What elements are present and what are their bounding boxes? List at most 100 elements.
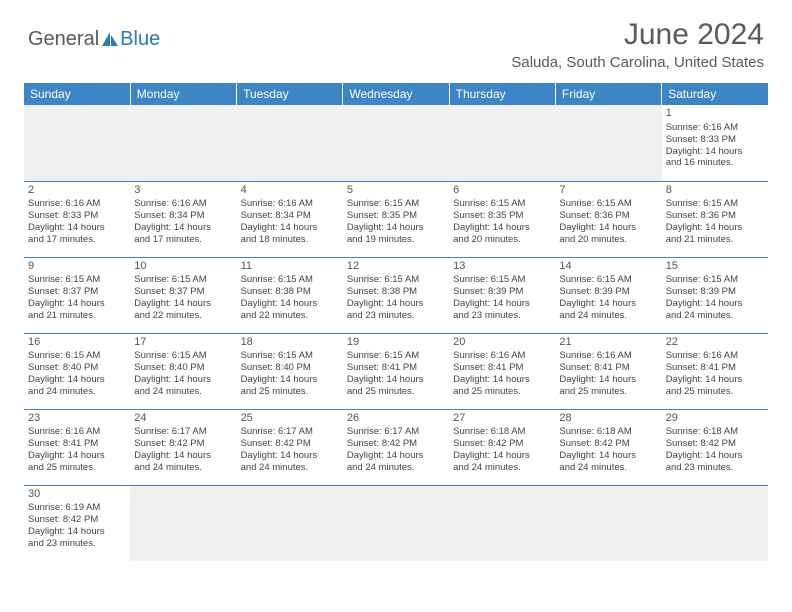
day-number: 12	[347, 260, 445, 274]
calendar-cell	[130, 485, 236, 561]
calendar-cell	[130, 105, 236, 181]
daylight-text-2: and 24 minutes.	[559, 310, 657, 322]
sunset-text: Sunset: 8:42 PM	[241, 438, 339, 450]
daylight-text-2: and 16 minutes.	[666, 157, 764, 169]
sunset-text: Sunset: 8:37 PM	[134, 286, 232, 298]
daylight-text-1: Daylight: 14 hours	[28, 222, 126, 234]
daylight-text-2: and 17 minutes.	[28, 234, 126, 246]
daylight-text-2: and 20 minutes.	[453, 234, 551, 246]
calendar-cell	[555, 105, 661, 181]
sunset-text: Sunset: 8:34 PM	[134, 210, 232, 222]
daylight-text-1: Daylight: 14 hours	[347, 222, 445, 234]
sunrise-text: Sunrise: 6:15 AM	[134, 350, 232, 362]
sunset-text: Sunset: 8:41 PM	[28, 438, 126, 450]
sunrise-text: Sunrise: 6:15 AM	[559, 198, 657, 210]
day-number: 11	[241, 260, 339, 274]
daylight-text-1: Daylight: 14 hours	[28, 298, 126, 310]
calendar-cell: 12Sunrise: 6:15 AMSunset: 8:38 PMDayligh…	[343, 257, 449, 333]
sunset-text: Sunset: 8:35 PM	[453, 210, 551, 222]
daylight-text-2: and 24 minutes.	[134, 386, 232, 398]
daylight-text-2: and 17 minutes.	[134, 234, 232, 246]
sunrise-text: Sunrise: 6:16 AM	[453, 350, 551, 362]
calendar-cell: 28Sunrise: 6:18 AMSunset: 8:42 PMDayligh…	[555, 409, 661, 485]
sunrise-text: Sunrise: 6:15 AM	[241, 274, 339, 286]
day-number: 5	[347, 184, 445, 198]
calendar-cell	[343, 105, 449, 181]
sunrise-text: Sunrise: 6:17 AM	[134, 426, 232, 438]
sunrise-text: Sunrise: 6:15 AM	[134, 274, 232, 286]
calendar-cell: 26Sunrise: 6:17 AMSunset: 8:42 PMDayligh…	[343, 409, 449, 485]
daylight-text-2: and 19 minutes.	[347, 234, 445, 246]
daylight-text-2: and 24 minutes.	[559, 462, 657, 474]
calendar-cell: 16Sunrise: 6:15 AMSunset: 8:40 PMDayligh…	[24, 333, 130, 409]
daylight-text-2: and 21 minutes.	[666, 234, 764, 246]
day-number: 2	[28, 184, 126, 198]
daylight-text-2: and 25 minutes.	[453, 386, 551, 398]
weekday-header: Saturday	[662, 83, 768, 105]
sunset-text: Sunset: 8:39 PM	[453, 286, 551, 298]
calendar-cell: 25Sunrise: 6:17 AMSunset: 8:42 PMDayligh…	[237, 409, 343, 485]
daylight-text-1: Daylight: 14 hours	[347, 450, 445, 462]
sunrise-text: Sunrise: 6:15 AM	[666, 274, 764, 286]
daylight-text-2: and 25 minutes.	[241, 386, 339, 398]
calendar-cell: 30Sunrise: 6:19 AMSunset: 8:42 PMDayligh…	[24, 485, 130, 561]
daylight-text-1: Daylight: 14 hours	[241, 222, 339, 234]
sunset-text: Sunset: 8:38 PM	[347, 286, 445, 298]
weekday-header: Thursday	[449, 83, 555, 105]
calendar-cell	[237, 485, 343, 561]
weekday-header: Monday	[130, 83, 236, 105]
calendar-cell	[449, 485, 555, 561]
sunrise-text: Sunrise: 6:17 AM	[347, 426, 445, 438]
location-text: Saluda, South Carolina, United States	[511, 54, 764, 71]
daylight-text-2: and 25 minutes.	[666, 386, 764, 398]
day-number: 17	[134, 336, 232, 350]
day-number: 20	[453, 336, 551, 350]
daylight-text-2: and 24 minutes.	[28, 386, 126, 398]
sunset-text: Sunset: 8:40 PM	[134, 362, 232, 374]
calendar-cell	[24, 105, 130, 181]
daylight-text-2: and 23 minutes.	[28, 538, 126, 550]
daylight-text-1: Daylight: 14 hours	[453, 222, 551, 234]
sunrise-text: Sunrise: 6:17 AM	[241, 426, 339, 438]
calendar-cell: 27Sunrise: 6:18 AMSunset: 8:42 PMDayligh…	[449, 409, 555, 485]
daylight-text-2: and 22 minutes.	[134, 310, 232, 322]
weekday-header: Wednesday	[343, 83, 449, 105]
sunrise-text: Sunrise: 6:16 AM	[559, 350, 657, 362]
day-number: 15	[666, 260, 764, 274]
calendar-cell: 18Sunrise: 6:15 AMSunset: 8:40 PMDayligh…	[237, 333, 343, 409]
daylight-text-1: Daylight: 14 hours	[666, 222, 764, 234]
sunset-text: Sunset: 8:35 PM	[347, 210, 445, 222]
daylight-text-1: Daylight: 14 hours	[453, 298, 551, 310]
calendar-cell: 8Sunrise: 6:15 AMSunset: 8:36 PMDaylight…	[662, 181, 768, 257]
sunrise-text: Sunrise: 6:15 AM	[347, 350, 445, 362]
sunset-text: Sunset: 8:38 PM	[241, 286, 339, 298]
day-number: 18	[241, 336, 339, 350]
daylight-text-1: Daylight: 14 hours	[559, 222, 657, 234]
daylight-text-2: and 18 minutes.	[241, 234, 339, 246]
sunset-text: Sunset: 8:42 PM	[134, 438, 232, 450]
calendar-cell: 14Sunrise: 6:15 AMSunset: 8:39 PMDayligh…	[555, 257, 661, 333]
calendar-table: SundayMondayTuesdayWednesdayThursdayFrid…	[24, 83, 768, 561]
sunrise-text: Sunrise: 6:15 AM	[453, 198, 551, 210]
sunrise-text: Sunrise: 6:16 AM	[241, 198, 339, 210]
daylight-text-1: Daylight: 14 hours	[134, 374, 232, 386]
day-number: 6	[453, 184, 551, 198]
sunset-text: Sunset: 8:39 PM	[559, 286, 657, 298]
sunrise-text: Sunrise: 6:18 AM	[559, 426, 657, 438]
day-number: 16	[28, 336, 126, 350]
day-number: 9	[28, 260, 126, 274]
day-number: 22	[666, 336, 764, 350]
sunrise-text: Sunrise: 6:15 AM	[666, 198, 764, 210]
title-block: June 2024 Saluda, South Carolina, United…	[511, 18, 764, 71]
calendar-header-row: SundayMondayTuesdayWednesdayThursdayFrid…	[24, 83, 768, 105]
daylight-text-2: and 24 minutes.	[453, 462, 551, 474]
calendar-cell: 22Sunrise: 6:16 AMSunset: 8:41 PMDayligh…	[662, 333, 768, 409]
daylight-text-1: Daylight: 14 hours	[347, 374, 445, 386]
calendar-cell: 11Sunrise: 6:15 AMSunset: 8:38 PMDayligh…	[237, 257, 343, 333]
calendar-cell: 10Sunrise: 6:15 AMSunset: 8:37 PMDayligh…	[130, 257, 236, 333]
daylight-text-1: Daylight: 14 hours	[241, 374, 339, 386]
sunset-text: Sunset: 8:42 PM	[453, 438, 551, 450]
day-number: 14	[559, 260, 657, 274]
day-number: 8	[666, 184, 764, 198]
weekday-header: Friday	[555, 83, 661, 105]
